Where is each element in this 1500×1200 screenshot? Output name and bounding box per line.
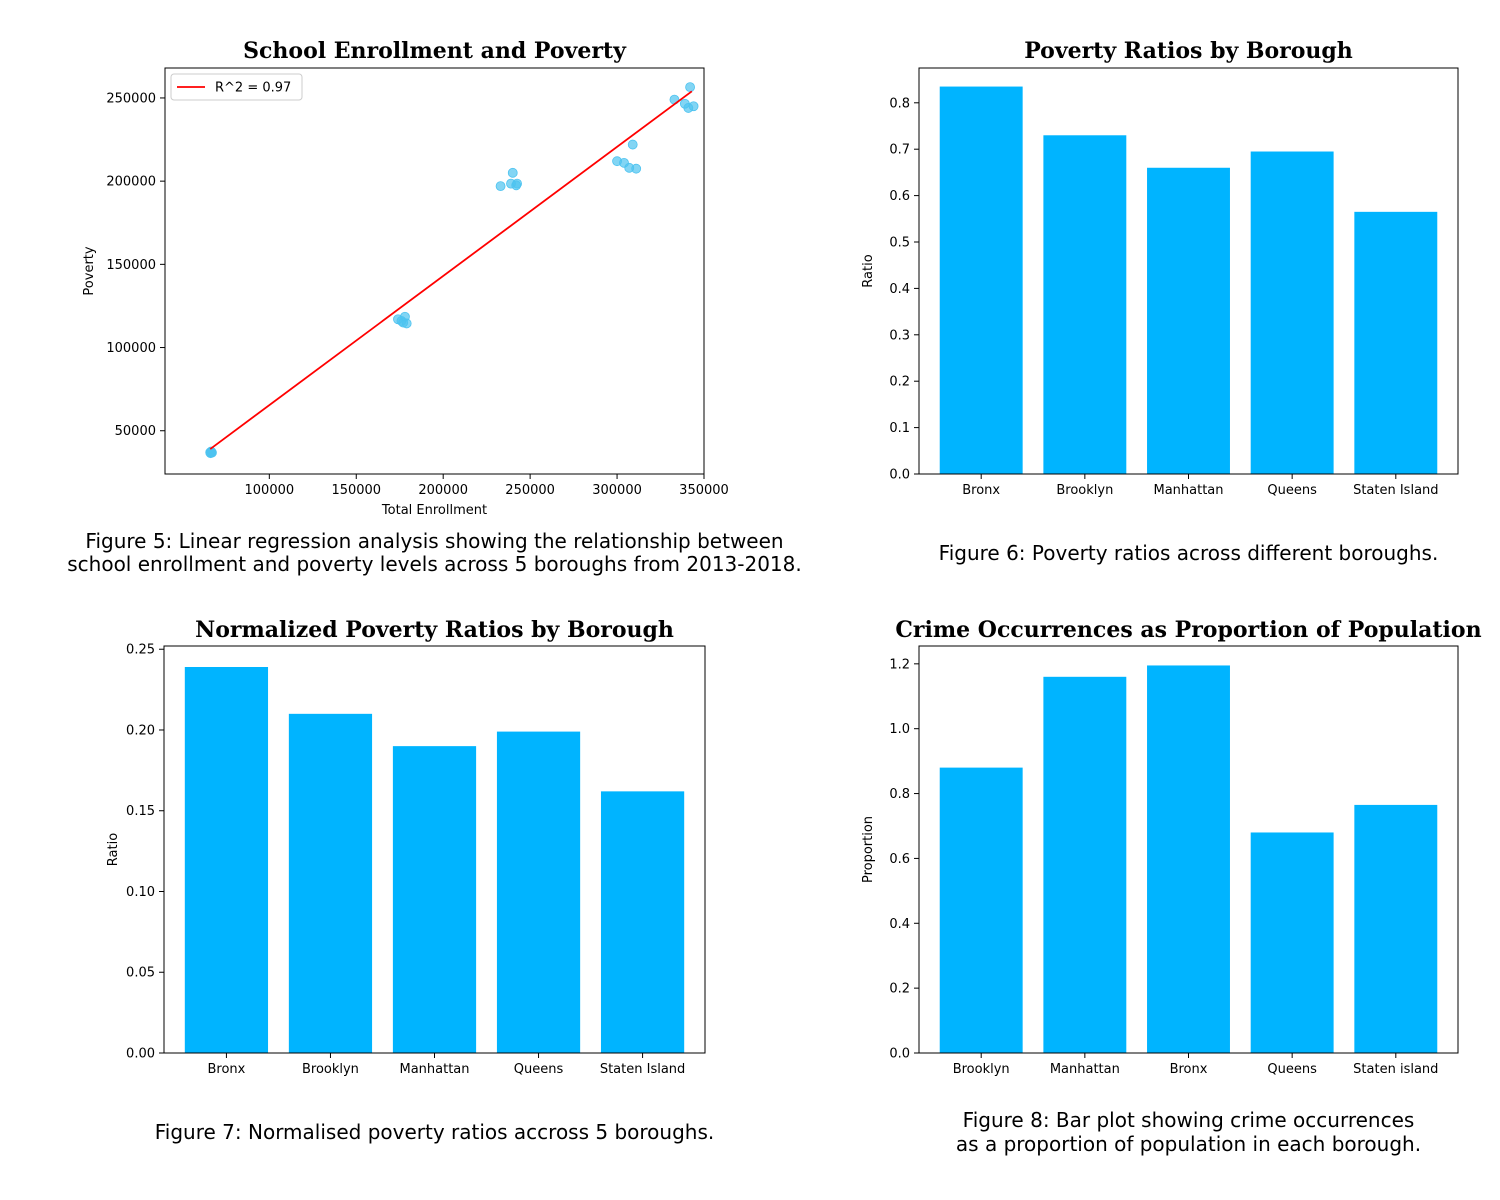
bar-staten-island	[1354, 211, 1438, 474]
bar-manhattan	[1043, 676, 1127, 1053]
y-axis-label: Ratio	[861, 254, 876, 287]
scatter-point	[507, 167, 518, 178]
chart-title: School Enrollment and Poverty	[243, 38, 627, 64]
y-tick-label: 0.25	[126, 643, 155, 658]
y-tick-label: 250000	[106, 91, 156, 106]
chart-panel-5: School Enrollment and Poverty 100000 15000…	[67, 38, 802, 576]
y-tick-label: 0.7	[889, 143, 910, 158]
scatter-point	[685, 82, 695, 93]
y-tick-label: 0.10	[126, 885, 155, 900]
chart-panel-6: Poverty Ratios by Borough Bronx Brooklyn Ma…	[861, 38, 1459, 565]
y-tick-label: 0.05	[126, 966, 155, 981]
y-axis-label: Poverty	[82, 246, 97, 295]
x-tick-label: Queens	[514, 1062, 564, 1077]
x-tick-label: Bronx	[1170, 1062, 1208, 1077]
x-tick-label: Manhattan	[1050, 1062, 1120, 1077]
legend-box	[170, 73, 303, 101]
figure-caption: Figure 7: Normalised poverty ratios accr…	[155, 1120, 714, 1144]
y-tick-label: 1.2	[889, 657, 910, 672]
x-tick-label: 250000	[505, 483, 555, 498]
y-tick-label: 1.0	[889, 722, 910, 737]
x-tick-label: Brooklyn	[1056, 483, 1113, 498]
bar-staten-island	[1354, 804, 1438, 1053]
y-tick-label: 0.15	[126, 804, 155, 819]
y-tick-label: 0.2	[889, 375, 910, 390]
plot-frame	[918, 67, 1459, 475]
legend-label: R^2 = 0.97	[215, 81, 291, 96]
y-tick-label: 50000	[115, 424, 156, 439]
scatter-point	[495, 181, 506, 192]
y-tick-label: 0.4	[889, 282, 910, 297]
y-tick-label: 100000	[106, 341, 156, 356]
x-tick-label: Brooklyn	[302, 1062, 359, 1077]
bar-brooklyn	[1043, 135, 1127, 474]
x-tick-label: 100000	[245, 483, 295, 498]
legend: R^2 = 0.97	[170, 73, 303, 101]
chart-title: Normalized Poverty Ratios by Borough	[195, 617, 674, 643]
bar-queens	[1250, 832, 1334, 1053]
scatter-point	[401, 318, 412, 329]
plot-frame	[164, 67, 705, 475]
bar-queens	[1250, 151, 1334, 474]
bar-staten-island	[600, 791, 685, 1053]
y-tick-label: 0.5	[889, 236, 910, 251]
y-tick-label: 150000	[106, 258, 156, 273]
y-tick-label: 0.0	[889, 468, 910, 483]
chart-title: Crime Occurrences as Proportion of Popul…	[895, 617, 1481, 643]
figure-caption: Figure 5: Linear regression analysis sho…	[85, 529, 783, 553]
x-tick-label: Manhattan	[1153, 483, 1223, 498]
y-tick-label: 0.6	[889, 189, 910, 204]
x-tick-label: 300000	[592, 483, 642, 498]
y-tick-label: 0.0	[889, 1047, 910, 1062]
x-tick-label: Manhattan	[399, 1062, 469, 1077]
regression-line	[209, 90, 693, 450]
figure-caption: Figure 6: Poverty ratios across differen…	[939, 541, 1439, 565]
x-tick-label: Staten Island	[600, 1062, 685, 1077]
chart-panel-8: Crime Occurrences as Proportion of Popul…	[861, 617, 1482, 1156]
plot-frame	[163, 645, 706, 1054]
x-tick-label: 350000	[679, 483, 729, 498]
y-axis-label: Ratio	[106, 833, 121, 866]
scatter-point	[631, 163, 642, 174]
bar-bronx	[1147, 665, 1230, 1053]
x-tick-label: Brooklyn	[953, 1062, 1010, 1077]
x-tick-label: 200000	[418, 483, 468, 498]
chart-title: Poverty Ratios by Borough	[1024, 38, 1353, 64]
x-tick-label: 150000	[331, 483, 381, 498]
bar-brooklyn	[288, 713, 373, 1053]
figure-caption: Figure 8: Bar plot showing crime occurre…	[963, 1108, 1415, 1132]
bar-brooklyn	[939, 767, 1023, 1053]
chart-panel-7: Normalized Poverty Ratios by Borough Bron…	[106, 617, 714, 1144]
plot-frame	[918, 645, 1459, 1054]
figure-caption: school enrollment and poverty levels acr…	[67, 552, 802, 576]
y-axis-label: Proportion	[861, 816, 876, 883]
bar-queens	[496, 731, 581, 1053]
x-tick-label: Bronx	[207, 1062, 245, 1077]
x-tick-label: Staten Island	[1353, 483, 1438, 498]
x-tick-label: Queens	[1267, 483, 1317, 498]
y-tick-label: 200000	[106, 175, 156, 190]
y-tick-label: 0.3	[889, 328, 910, 343]
bar-manhattan	[1147, 167, 1230, 474]
y-tick-label: 0.8	[889, 96, 910, 111]
scatter-point	[512, 178, 522, 189]
y-tick-label: 0.20	[126, 723, 155, 738]
scatter-point	[627, 139, 638, 150]
scatter-point	[688, 101, 699, 112]
bar-bronx	[939, 86, 1023, 474]
x-tick-label: Staten island	[1353, 1062, 1438, 1077]
x-tick-label: Bronx	[962, 483, 1000, 498]
x-axis-label: Total Enrollment	[381, 503, 487, 518]
bar-manhattan	[392, 746, 477, 1053]
bar-bronx	[184, 666, 269, 1053]
figure-caption: as a proportion of population in each bo…	[956, 1132, 1421, 1156]
y-tick-label: 0.00	[126, 1047, 155, 1062]
y-tick-label: 0.8	[889, 787, 910, 802]
y-tick-label: 0.4	[889, 917, 910, 932]
y-tick-label: 0.1	[889, 421, 910, 436]
y-tick-label: 0.2	[889, 982, 910, 997]
y-tick-label: 0.6	[889, 852, 910, 867]
x-tick-label: Queens	[1267, 1062, 1317, 1077]
